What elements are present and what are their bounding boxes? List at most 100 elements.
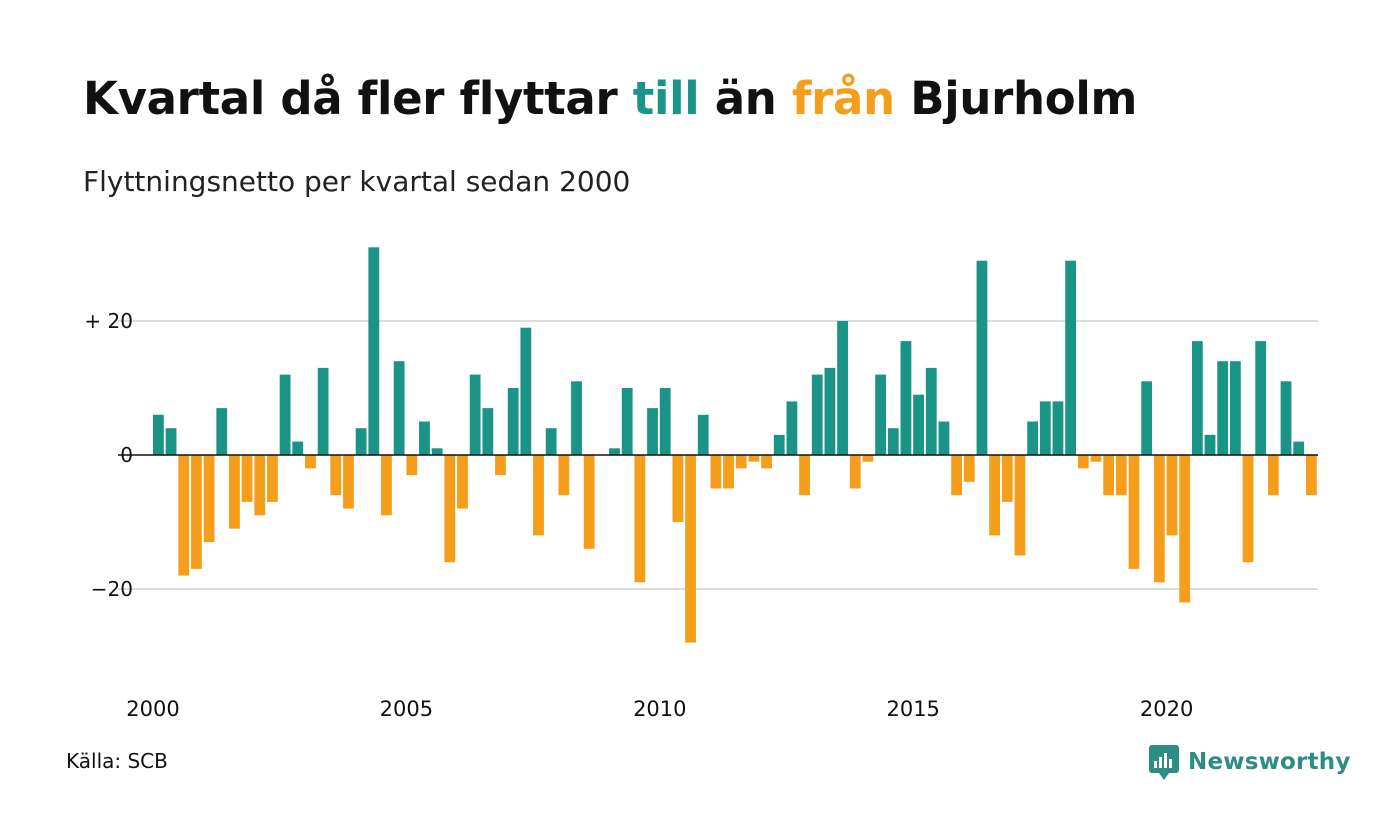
bar	[469, 374, 481, 455]
bar	[305, 455, 316, 469]
bar	[355, 428, 367, 455]
title-highlight-fran: från	[791, 72, 895, 125]
bar	[697, 414, 709, 455]
bar	[976, 260, 988, 455]
bar	[267, 455, 278, 502]
bar	[609, 448, 620, 455]
newsworthy-logo: Newsworthy	[1148, 742, 1351, 782]
y-tick-label: 0	[120, 443, 133, 467]
y-tick-label: + 20	[84, 309, 133, 333]
bar	[862, 455, 874, 462]
bar	[558, 455, 570, 496]
x-tick-label: 2000	[126, 697, 179, 721]
bar	[811, 374, 823, 455]
bar	[203, 455, 215, 543]
bar	[938, 421, 950, 455]
newsworthy-icon	[1149, 745, 1179, 780]
bar	[1090, 455, 1102, 462]
x-axis-labels: 2000 2005 2010 2015 2020	[126, 697, 1193, 721]
bar	[178, 455, 190, 576]
x-tick-label: 2005	[380, 697, 433, 721]
bar	[292, 441, 304, 455]
bar	[685, 455, 696, 643]
bar	[799, 455, 810, 496]
bar	[887, 428, 899, 455]
bar	[1293, 441, 1305, 455]
bar	[330, 455, 342, 496]
bars	[153, 247, 1317, 643]
bar	[1103, 455, 1115, 496]
bar	[368, 247, 380, 455]
bar	[875, 374, 886, 455]
x-tick-label: 2020	[1140, 697, 1193, 721]
source-note: Källa: SCB	[66, 749, 168, 773]
gridlines	[118, 320, 1318, 590]
bar	[849, 455, 861, 489]
bar	[191, 455, 202, 569]
title-text: än	[699, 72, 792, 125]
bar	[824, 367, 836, 455]
bar	[381, 455, 392, 516]
chart-subtitle: Flyttningsnetto per kvartal sedan 2000	[83, 165, 631, 198]
bar	[1052, 401, 1064, 455]
bar	[659, 388, 671, 455]
bar	[1229, 361, 1241, 455]
bar	[406, 455, 418, 476]
x-tick-label: 2010	[633, 697, 686, 721]
bar	[773, 434, 785, 455]
bar	[520, 327, 532, 455]
bar	[1115, 455, 1127, 496]
bar	[1065, 260, 1077, 455]
bar	[419, 421, 430, 455]
bar	[444, 455, 456, 563]
bar	[571, 381, 582, 455]
bar	[761, 455, 772, 469]
bar	[1141, 381, 1153, 455]
bar	[735, 455, 747, 469]
bar	[1027, 421, 1039, 455]
bar	[1305, 455, 1317, 496]
bar	[748, 455, 760, 462]
title-text: Kvartal då fler flyttar	[83, 72, 633, 125]
bar	[1255, 341, 1267, 455]
bar	[317, 367, 329, 455]
bar	[343, 455, 354, 509]
bar	[153, 414, 164, 455]
bar	[279, 374, 291, 455]
title-text: Bjurholm	[894, 72, 1138, 125]
bar	[647, 408, 658, 455]
bar	[1077, 455, 1089, 469]
bar	[837, 321, 848, 455]
bar	[634, 455, 646, 583]
bar	[229, 455, 240, 529]
bar	[1217, 361, 1229, 455]
y-tick-label: −20	[91, 577, 133, 601]
bar	[913, 394, 924, 455]
bar	[989, 455, 1001, 536]
bar	[495, 455, 506, 476]
bar	[621, 388, 633, 455]
bar	[786, 401, 798, 455]
bar	[254, 455, 266, 516]
bar	[583, 455, 595, 549]
bar	[672, 455, 684, 522]
bar	[1014, 455, 1026, 556]
bar	[1267, 455, 1279, 496]
bar	[1153, 455, 1165, 583]
brand-name: Newsworthy	[1188, 749, 1351, 775]
bar	[165, 428, 177, 455]
bar	[1179, 455, 1191, 603]
bar	[723, 455, 734, 489]
bar	[1242, 455, 1254, 563]
bar	[1166, 455, 1178, 536]
bar	[925, 367, 937, 455]
bar	[1128, 455, 1140, 569]
chart-title: Kvartal då fler flyttar till än från Bju…	[83, 72, 1137, 125]
bar	[457, 455, 468, 509]
bar	[545, 428, 557, 455]
bar	[393, 361, 405, 455]
bar	[951, 455, 963, 496]
y-axis-labels: + 20 0 −20	[84, 309, 133, 601]
bar	[963, 455, 975, 482]
